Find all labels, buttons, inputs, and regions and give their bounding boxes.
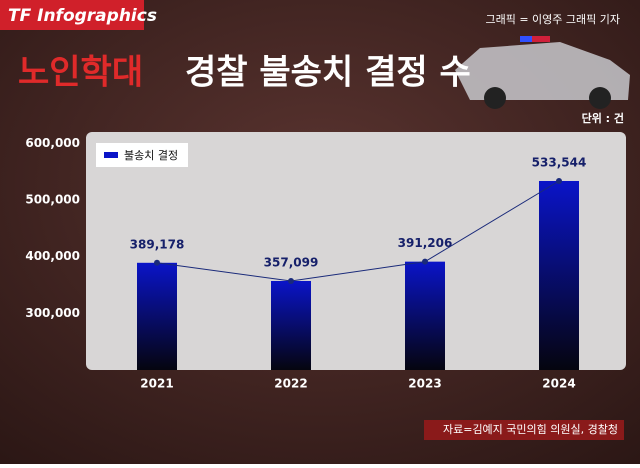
bar <box>539 180 579 370</box>
value-label: 389,178 <box>130 237 185 251</box>
bar <box>405 261 445 370</box>
point <box>422 258 428 265</box>
plot-area <box>86 132 626 370</box>
legend-swatch <box>104 152 118 158</box>
point <box>288 277 294 284</box>
source: 자료=김예지 국민의힘 의원실, 경찰청 <box>443 423 618 436</box>
x-tick-label: 2024 <box>542 377 575 391</box>
credit: 그래픽 = 이영주 그래픽 기자 <box>485 13 620 26</box>
logo-box <box>0 0 144 30</box>
value-label: 391,206 <box>398 236 453 250</box>
trend-line <box>156 180 560 282</box>
title: 경찰 불송치 결정 수 <box>185 53 471 93</box>
x-tick-label: 2023 <box>408 377 441 391</box>
y-tick-label: 500,000 <box>25 193 80 207</box>
x-tick-label: 2021 <box>140 377 173 391</box>
police-car <box>455 36 630 109</box>
legend: 불송치 결정 <box>96 143 188 167</box>
value-label: 533,544 <box>532 155 587 169</box>
bar <box>137 262 177 370</box>
title-highlight: 노인학대 <box>18 53 143 93</box>
y-tick-label: 300,000 <box>25 306 80 320</box>
x-tick-label: 2022 <box>274 377 307 391</box>
value-label: 357,099 <box>264 255 319 269</box>
y-tick-label: 400,000 <box>25 249 80 263</box>
bar <box>271 280 311 370</box>
point <box>556 177 562 184</box>
y-tick-label: 600,000 <box>25 136 80 150</box>
point <box>154 259 160 266</box>
logo: TF Infographics <box>8 6 157 26</box>
legend-label: 불송치 결정 <box>124 149 178 162</box>
source-box <box>424 420 624 440</box>
unit: 단위 : 건 <box>582 111 624 125</box>
